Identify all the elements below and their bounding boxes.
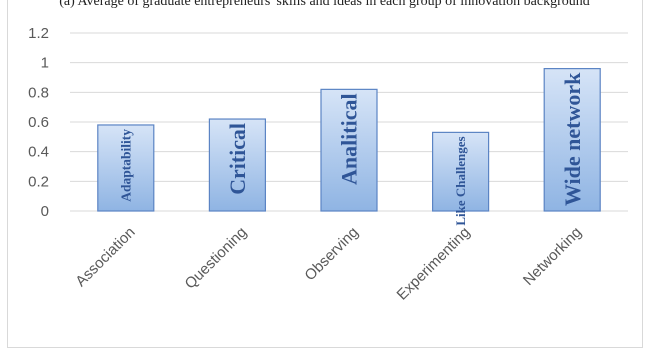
y-axis-ticks: 0 0.2 0.4 0.6 0.8 1 1.2 (28, 25, 49, 220)
x-axis-ticks: Association Questioning Observing Experimen… (72, 224, 585, 304)
bar-label: Critical (225, 123, 250, 195)
bar-label: Wide network (560, 72, 585, 206)
bar-label: Like Challenges (453, 136, 468, 225)
y-tick-label: 0 (41, 203, 49, 220)
bar-label: Analitical (337, 93, 362, 185)
figure-caption: (a) Average of graduate entrepreneurs' s… (59, 0, 590, 9)
bar-observing (320, 88, 378, 212)
bars: Adaptability Critical Analitical Like Chall… (97, 67, 601, 226)
y-tick-label: 0.8 (28, 84, 49, 101)
y-tick-label: 0.4 (28, 144, 49, 161)
x-tick-label: Questioning (182, 224, 251, 293)
bar-networking (543, 67, 601, 212)
y-tick-label: 1.2 (28, 25, 49, 42)
x-tick-label: Association (72, 224, 138, 290)
x-tick-label: Networking (520, 224, 585, 289)
bar-experimenting (432, 131, 490, 212)
y-tick-label: 0.2 (28, 173, 49, 190)
y-tick-label: 0.6 (28, 114, 49, 131)
bar-label: Adaptability (119, 129, 134, 202)
y-tick-label: 1 (41, 55, 49, 72)
x-tick-label: Observing (301, 224, 361, 284)
bar-association (97, 124, 155, 212)
x-tick-label: Experimenting (394, 224, 474, 304)
bar-questioning (208, 118, 266, 212)
